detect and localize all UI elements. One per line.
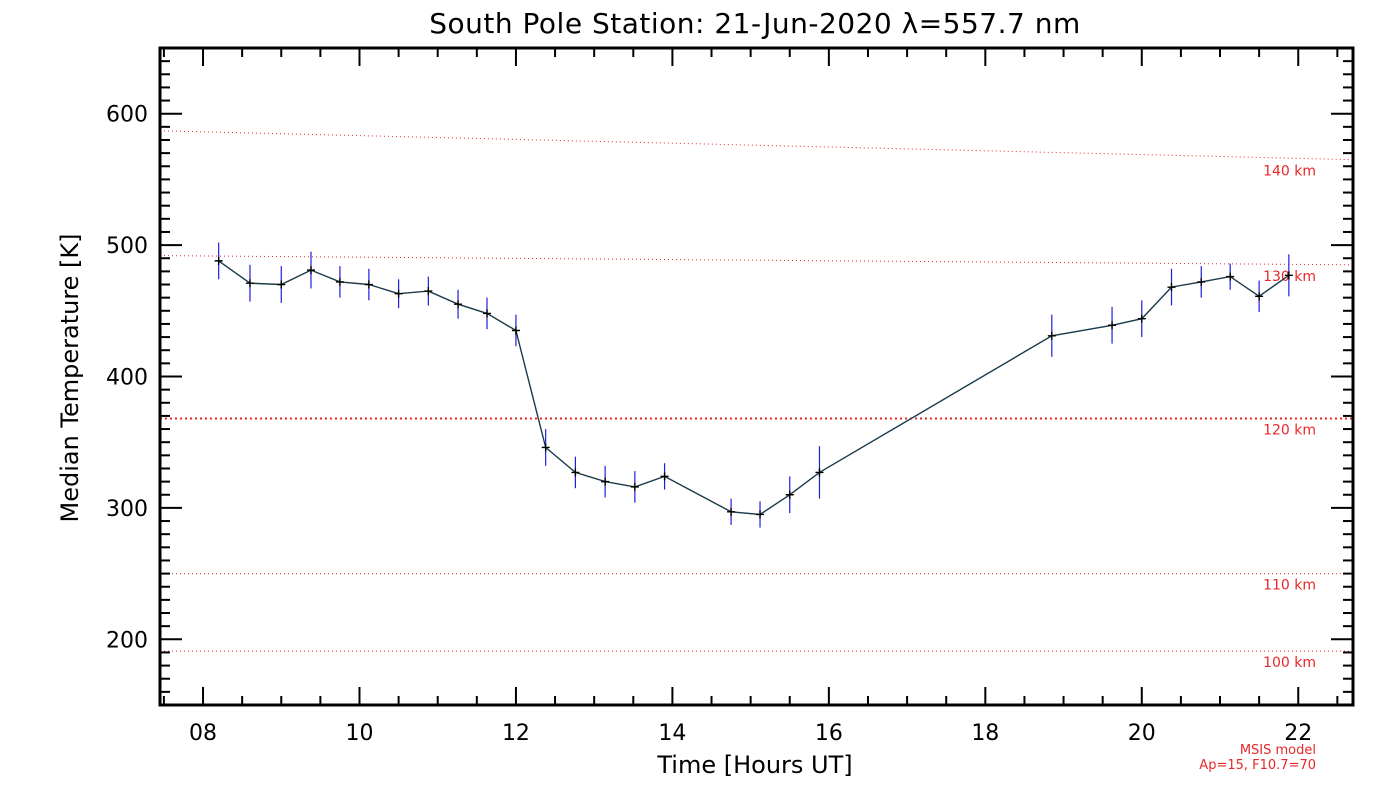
y-tick-label: 400 [106,366,148,391]
data-point [1284,271,1293,280]
y-tick-label: 500 [106,234,148,259]
data-point [1167,283,1176,292]
data-point [727,507,736,516]
data-point [541,443,550,452]
reference-line-130-km [159,255,1354,266]
data-point [214,256,223,265]
data-point [601,477,610,486]
data-series [214,242,1293,528]
y-tick-label: 200 [106,628,148,653]
data-point [756,510,765,519]
x-tick-label: 16 [815,721,843,746]
x-tick-label: 10 [345,721,373,746]
series-line [218,260,1290,516]
data-point [245,279,254,288]
msis-model-note: MSIS model [1240,743,1316,758]
y-tick-labels: 200 300 400 500 600 [106,103,148,654]
axis-ticks [160,47,1353,706]
x-tick-label: 12 [502,721,530,746]
msis-params-note: Ap=15, F10.7=70 [1199,758,1316,773]
data-point [511,326,520,335]
y-axis-label: Median Temperature [K] [56,233,84,522]
data-point [424,287,433,296]
data-point [785,490,794,499]
chart-title: South Pole Station: 21-Jun-2020 λ=557.7 … [429,7,1081,40]
data-point [630,482,639,491]
data-point [306,266,315,275]
data-point [482,309,491,318]
reference-label-120-km: 120 km [1263,423,1316,439]
data-point [1255,292,1264,301]
reference-line-140-km [159,130,1354,161]
data-point [335,277,344,286]
reference-label-110-km: 110 km [1263,578,1316,594]
y-tick-label: 300 [106,497,148,522]
data-point [454,300,463,309]
data-point [815,468,824,477]
data-point [277,280,286,289]
data-point [1047,331,1056,340]
x-tick-label: 08 [189,721,217,746]
data-point [394,289,403,298]
data-point [1137,314,1146,323]
data-point [1108,321,1117,330]
x-tick-label: 20 [1128,721,1156,746]
data-point [1226,272,1235,281]
x-tick-label: 14 [658,721,686,746]
data-point [660,472,669,481]
x-tick-label: 22 [1284,721,1312,746]
x-tick-label: 18 [971,721,999,746]
data-point [1197,277,1206,286]
reference-label-100-km: 100 km [1263,655,1316,671]
x-tick-labels: 08 10 12 14 16 18 20 22 [189,721,1312,746]
data-point [571,468,580,477]
y-tick-label: 600 [106,103,148,128]
plot-frame [158,46,1355,707]
reference-label-140-km: 140 km [1263,164,1316,180]
x-axis-label: Time [Hours UT] [656,751,852,779]
data-point [364,280,373,289]
